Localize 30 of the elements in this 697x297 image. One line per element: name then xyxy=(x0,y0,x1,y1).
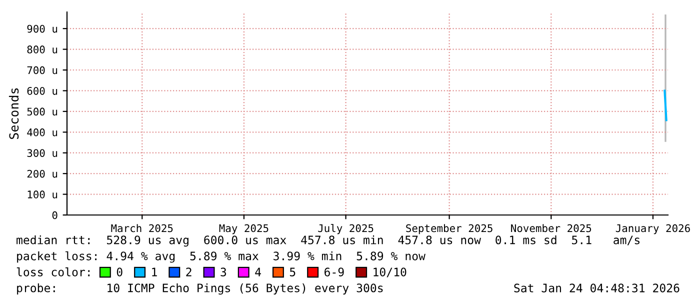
legend-label: 5 xyxy=(290,268,296,276)
legend-label: 3 xyxy=(220,268,226,276)
legend-label: 4 xyxy=(255,268,261,276)
y-tick-label: 400 u xyxy=(27,128,58,136)
y-axis-title: Seconds xyxy=(8,88,19,139)
text: packet loss: 4.94 % avg 5.89 % max 3.99 % min 5.89 % now xyxy=(17,251,426,263)
y-tick-label: 300 u xyxy=(27,149,58,157)
y-tick-label: 600 u xyxy=(27,86,58,95)
y-tick-label: 800 u xyxy=(27,46,58,54)
y-tick-label: 0 xyxy=(52,211,58,220)
x-tick-label: July 2025 xyxy=(318,224,374,234)
x-tick-label: November 2025 xyxy=(511,224,592,232)
text: Sat Jan 24 04:48:31 2026 xyxy=(514,284,680,292)
y-tick-label: 700 u xyxy=(27,66,58,74)
legend-label: 10/10 xyxy=(374,268,406,278)
x-tick-label: March 2025 xyxy=(111,224,173,232)
y-tick-label: 500 u xyxy=(27,108,58,116)
x-tick-label: May 2025 xyxy=(219,224,268,234)
x-tick-label: January 2026 xyxy=(616,224,690,234)
legend-label: 2 xyxy=(186,268,192,276)
text: median rtt: 528.9 us avg 600.0 us max 457.8 us min 457.8 us now 0.1 ms sd 5.1 am/s xyxy=(16,235,640,247)
y-tick-label: 100 u xyxy=(28,190,58,198)
y-tick-label: 900 u xyxy=(27,24,58,33)
text: probe: 10 ICMP Echo Pings (56 Bytes) every 300s xyxy=(17,283,383,295)
legend-label: 0 xyxy=(116,268,122,276)
legend-label: 1 xyxy=(152,268,157,276)
x-tick-label: September 2025 xyxy=(406,224,492,234)
y-tick-label: 200 u xyxy=(27,170,58,178)
text: loss color: xyxy=(16,267,90,276)
legend-label: 6-9 xyxy=(324,268,344,276)
